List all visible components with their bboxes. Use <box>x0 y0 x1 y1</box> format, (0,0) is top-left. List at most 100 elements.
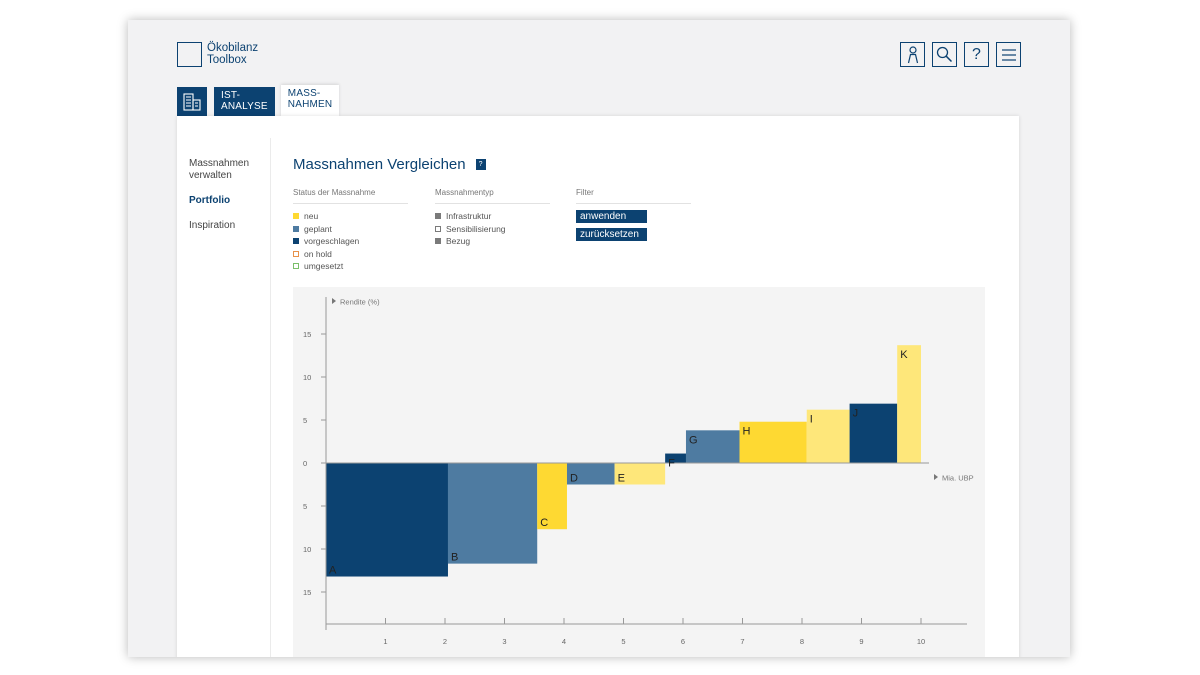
x-tick-label: 3 <box>502 637 506 646</box>
legend-item-vorgeschlagen[interactable]: vorgeschlagen <box>293 235 408 248</box>
legend-swatch-vorgeschlagen <box>293 238 299 245</box>
bar-e[interactable] <box>614 463 666 485</box>
bar-label-j: J <box>853 408 859 420</box>
chart-bars-layer <box>326 345 921 577</box>
y-tick-label: 15 <box>303 330 311 339</box>
search-button[interactable] <box>932 42 957 67</box>
bar-label-k: K <box>900 349 908 361</box>
bar-label-h: H <box>743 426 751 438</box>
type-label: Infrastruktur <box>446 211 492 221</box>
sidebar-item-label-line-1: Massnahmen <box>189 158 250 169</box>
bar-label-d: D <box>570 473 578 485</box>
chart-area: 15 10 5 0 5 10 15 1 2 3 4 5 6 7 8 9 10 Rendite (%) Mia. UB… <box>293 287 985 657</box>
tab-label-line-2: NAHMEN <box>287 99 333 110</box>
tab-label-line-1: IST- <box>221 90 241 101</box>
legend-item-umgesetzt[interactable]: umgesetzt <box>293 260 408 273</box>
x-tick-label: 7 <box>740 637 744 646</box>
bar-d[interactable] <box>566 463 615 485</box>
page-title-text: Massnahmen Vergleichen <box>293 156 466 173</box>
x-tick-label: 4 <box>562 637 566 646</box>
x-tick-label: 1 <box>383 637 387 646</box>
apply-filter-button[interactable]: anwenden <box>576 210 647 223</box>
bar-label-c: C <box>540 517 548 529</box>
legend-swatch-geplant <box>293 225 299 232</box>
reset-filter-button[interactable]: zurücksetzen <box>576 228 647 241</box>
sidebar-divider <box>270 138 271 657</box>
x-tick-label: 10 <box>917 637 925 646</box>
legend-label: neu <box>304 211 319 221</box>
tab-massnahmen[interactable]: MASS- NAHMEN <box>280 85 340 117</box>
checkbox-sensibilisierung[interactable] <box>435 225 441 232</box>
chart-labels-layer: A B C D E F G H I J K <box>329 349 908 576</box>
bar-label-f: F <box>668 458 675 470</box>
legend-label: geplant <box>304 223 332 234</box>
legend-label: on hold <box>304 248 332 259</box>
type-filter-heading: Massnahmentyp <box>435 188 550 204</box>
sidebar-item-label-line-2: verwalten <box>189 170 232 181</box>
legend-swatch-on-hold <box>293 250 299 257</box>
bar-k[interactable] <box>897 345 921 463</box>
legend-item-neu[interactable]: neu <box>293 210 408 223</box>
checkbox-infrastruktur[interactable] <box>435 213 441 220</box>
legend-swatch-umgesetzt <box>293 263 299 270</box>
bar-label-i: I <box>810 414 813 426</box>
y-tick-label: 0 <box>303 459 307 468</box>
top-toolbar: ? <box>900 42 1021 67</box>
tab-label-line-2: ANALYSE <box>221 101 268 112</box>
tab-label-line-1: MASS- <box>287 88 321 99</box>
bar-a[interactable] <box>326 463 448 577</box>
logo-line-1: Ökobilanz <box>207 42 259 54</box>
bar-c[interactable] <box>537 463 567 530</box>
logo-line-2: Toolbox <box>207 54 247 66</box>
building-icon <box>183 93 201 111</box>
sidebar-item-massnahmen-verwalten[interactable]: Massnahmen verwalten <box>189 158 269 182</box>
bar-label-g: G <box>689 434 698 446</box>
x-tick-label: 5 <box>621 637 625 646</box>
chart-axes-layer: 15 10 5 0 5 10 15 1 2 3 4 5 6 7 8 9 10 Rendite (%) Mia. UB… <box>303 297 974 646</box>
sidebar: Massnahmen verwalten Portfolio Inspirati… <box>189 158 269 245</box>
type-item-sensibilisierung[interactable]: Sensibilisierung <box>435 223 550 236</box>
menu-icon <box>1001 48 1016 61</box>
bar-b[interactable] <box>447 463 538 564</box>
type-filter-group: Massnahmentyp Infrastruktur Sensibilisie… <box>435 188 550 248</box>
x-tick-label: 8 <box>800 637 804 646</box>
x-tick-label: 9 <box>859 637 863 646</box>
legend-swatch-neu <box>293 213 299 220</box>
user-icon <box>907 45 918 63</box>
bar-g[interactable] <box>685 430 740 463</box>
bar-label-a: A <box>329 565 337 577</box>
help-button[interactable]: ? <box>964 42 989 67</box>
tab-ist-analyse[interactable]: IST- ANALYSE <box>214 87 275 117</box>
y-tick-label: 10 <box>303 545 311 554</box>
type-item-bezug[interactable]: Bezug <box>435 235 550 248</box>
bar-i[interactable] <box>806 409 850 463</box>
sidebar-item-inspiration[interactable]: Inspiration <box>189 220 236 231</box>
y-tick-label: 5 <box>303 416 307 425</box>
bar-h[interactable] <box>739 421 807 463</box>
help-icon: ? <box>972 45 981 63</box>
page-title: Massnahmen Vergleichen ? <box>293 156 486 173</box>
sidebar-item-portfolio[interactable]: Portfolio <box>189 195 231 206</box>
help-badge-icon[interactable]: ? <box>475 159 486 170</box>
content-panel: Massnahmen verwalten Portfolio Inspirati… <box>177 116 1019 657</box>
type-item-infrastruktur[interactable]: Infrastruktur <box>435 210 550 223</box>
bar-label-e: E <box>618 473 625 485</box>
y-tick-label: 15 <box>303 588 311 597</box>
y-tick-label: 5 <box>303 502 307 511</box>
legend-label: vorgeschlagen <box>304 236 360 246</box>
bar-f[interactable] <box>665 453 686 463</box>
menu-button[interactable] <box>996 42 1021 67</box>
legend-item-on-hold[interactable]: on hold <box>293 248 408 261</box>
x-tick-label: 2 <box>443 637 447 646</box>
main-tabs: IST- ANALYSE MASS- NAHMEN <box>177 85 345 117</box>
checkbox-bezug[interactable] <box>435 238 441 245</box>
x-axis-arrow-icon <box>934 474 938 480</box>
logo[interactable]: Ökobilanz Toolbox <box>177 42 258 67</box>
app-window: Ökobilanz Toolbox ? <box>128 20 1070 657</box>
logo-mark <box>177 42 202 67</box>
y-axis-arrow-icon <box>332 298 336 304</box>
tab-building[interactable] <box>177 87 207 117</box>
bar-j[interactable] <box>849 403 898 463</box>
user-button[interactable] <box>900 42 925 67</box>
legend-item-geplant[interactable]: geplant <box>293 223 408 236</box>
